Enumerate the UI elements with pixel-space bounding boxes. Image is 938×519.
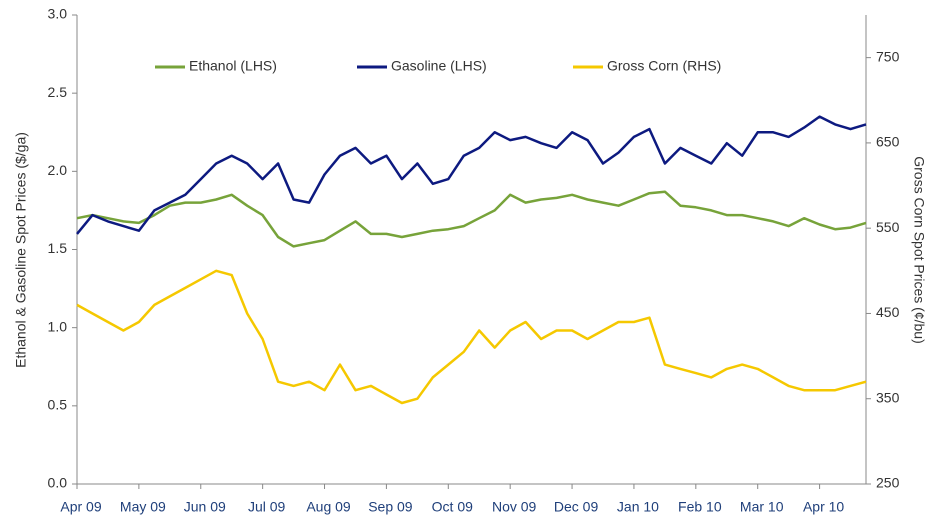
y-tick-label: 3.0 — [48, 6, 68, 22]
x-tick-label: Oct 09 — [432, 499, 473, 515]
y-tick-label: 2.5 — [48, 84, 68, 100]
y2-tick-label: 750 — [876, 48, 900, 64]
x-tick-label: Aug 09 — [306, 499, 351, 515]
x-tick-label: Mar 10 — [740, 499, 784, 515]
y2-axis-label: Gross Corn Spot Prices (¢/bu) — [911, 156, 927, 344]
series-line — [76, 190, 867, 248]
y-tick-label: 2.0 — [48, 162, 68, 178]
x-tick-label: Apr 10 — [803, 499, 844, 515]
x-tick-label: May 09 — [120, 499, 166, 515]
y2-tick-label: 550 — [876, 219, 900, 235]
y-tick-label: 0.0 — [48, 475, 68, 491]
y2-tick-label: 350 — [876, 389, 900, 405]
x-tick-label: Apr 09 — [60, 499, 101, 515]
y-tick-label: 1.0 — [48, 318, 68, 334]
x-tick-label: Sep 09 — [368, 499, 413, 515]
x-tick-label: Jan 10 — [617, 499, 659, 515]
series-line — [76, 269, 867, 405]
x-tick-label: Jul 09 — [248, 499, 286, 515]
legend-label: Gross Corn (RHS) — [607, 58, 721, 74]
y-tick-label: 0.5 — [48, 397, 68, 413]
legend-label: Gasoline (LHS) — [391, 58, 487, 74]
y2-tick-label: 250 — [876, 475, 900, 491]
y-axis-label: Ethanol & Gasoline Spot Prices ($/ga) — [13, 132, 29, 368]
x-tick-label: Feb 10 — [678, 499, 722, 515]
series-line — [76, 115, 867, 235]
legend-label: Ethanol (LHS) — [189, 58, 277, 74]
y-tick-label: 1.5 — [48, 240, 68, 256]
x-tick-label: Dec 09 — [554, 499, 599, 515]
x-tick-label: Nov 09 — [492, 499, 537, 515]
x-tick-label: Jun 09 — [184, 499, 226, 515]
y2-tick-label: 650 — [876, 134, 900, 150]
y2-tick-label: 450 — [876, 304, 900, 320]
